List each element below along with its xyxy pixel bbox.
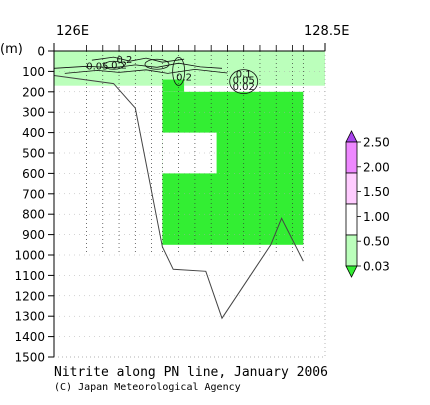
y-tick-label-15: 1500 <box>14 351 45 365</box>
shading-layer <box>54 51 325 245</box>
contour-label-5: 0.05 <box>233 76 255 87</box>
bottom-topography-line <box>53 75 304 320</box>
y-tick-label-9: 900 <box>22 228 45 242</box>
colorbar-label-3: 1.00 <box>363 210 390 224</box>
chart-title: Nitrite along PN line, January 2006 <box>54 365 328 380</box>
shade-bright-green-wedge <box>162 79 185 92</box>
contour-label-0: 0.05 <box>86 61 108 72</box>
credit-text: (C) Japan Meteorological Agency <box>54 382 241 393</box>
y-tick-label-11: 1100 <box>14 269 45 283</box>
x-axis-right-label: 128.5E <box>304 24 349 39</box>
y-tick-label-1: 100 <box>22 65 45 79</box>
y-tick-label-13: 1300 <box>14 310 45 324</box>
contour-label-6: 0.02 <box>233 82 255 93</box>
colorbar-bottom-arrow <box>345 265 358 278</box>
contour-label-4: 0.1 <box>236 70 252 81</box>
x-axis-left-label: 126E <box>56 24 89 39</box>
colorbar-label-1: 2.00 <box>363 160 390 174</box>
colorbar-label-0: 2.50 <box>363 136 390 150</box>
y-tick-label-2: 200 <box>22 85 45 99</box>
contour-line-1 <box>64 68 228 74</box>
contour-loop-0 <box>103 60 125 70</box>
contour-line-2 <box>91 56 185 63</box>
colorbar-segment-2 <box>345 203 358 236</box>
colorbar: 2.50 2.00 1.50 1.00 0.50 0.03 <box>345 130 390 278</box>
topography-layer <box>53 75 304 320</box>
contour-layer: 0.050.20.20.2 0.10.050.02 <box>53 55 259 94</box>
colorbar-segment-0 <box>345 141 358 174</box>
y-tick-label-0: 0 <box>37 45 45 59</box>
grid-layer <box>54 51 325 337</box>
contour-label-2: 0.2 <box>111 60 127 71</box>
y-tick-label-14: 1400 <box>14 330 45 344</box>
colorbar-segment-3 <box>345 234 358 267</box>
contour-loop-3 <box>229 69 259 94</box>
y-tick-label-7: 700 <box>22 187 45 201</box>
shade-light-green-band <box>54 51 325 86</box>
contour-label-1: 0.2 <box>117 55 133 66</box>
contour-label-3: 0.2 <box>176 73 192 84</box>
colorbar-label-5: 0.03 <box>363 260 390 274</box>
y-tick-label-4: 400 <box>22 126 45 140</box>
colorbar-label-2: 1.50 <box>363 185 390 199</box>
y-tick-label-5: 500 <box>22 147 45 161</box>
y-tick-label-12: 1200 <box>14 289 45 303</box>
y-tick-label-8: 800 <box>22 208 45 222</box>
colorbar-segment-1 <box>345 172 358 205</box>
contour-loop-1 <box>144 58 170 70</box>
axes-layer: 0 100 200 300 400 500 600 700 800 900 1000 1100 1200… <box>14 43 326 365</box>
colorbar-top-arrow <box>345 130 358 143</box>
y-tick-label-3: 300 <box>22 106 45 120</box>
contour-loop-2 <box>172 57 186 86</box>
y-tick-label-6: 600 <box>22 167 45 181</box>
y-axis-unit-label: (m) <box>0 42 23 57</box>
colorbar-label-4: 0.50 <box>363 235 390 249</box>
y-tick-label-10: 1000 <box>14 249 45 263</box>
